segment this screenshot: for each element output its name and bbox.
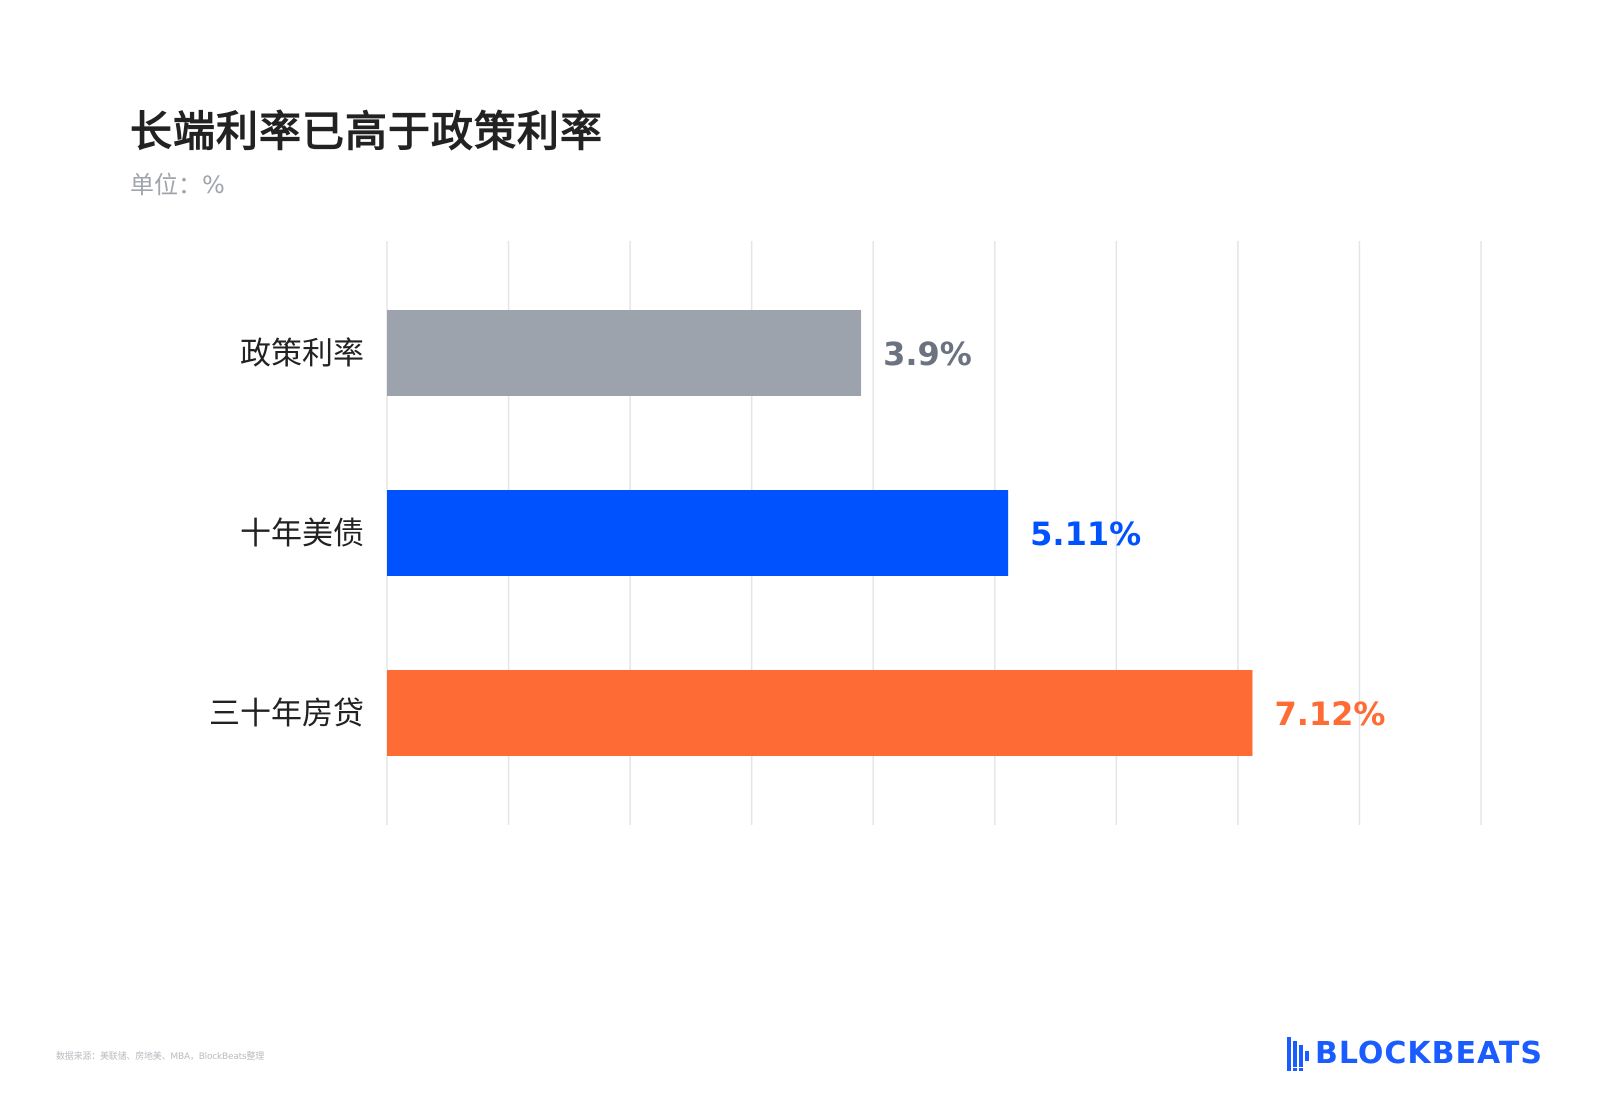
chart-subtitle: 单位：%	[130, 171, 225, 199]
blockbeats-logo: BLOCKBEATS	[1287, 1036, 1543, 1071]
blockbeats-logo-icon	[1287, 1036, 1309, 1071]
category-label: 三十年房贷	[209, 696, 364, 732]
chart-title: 长端利率已高于政策利率	[130, 107, 604, 156]
category-label: 十年美债	[240, 516, 364, 552]
value-labels: 3.9% 5.11% 7.12%	[883, 335, 1385, 733]
source-note: 数据来源：美联储、房地美、MBA，BlockBeats整理	[56, 1052, 265, 1062]
value-label: 3.9%	[883, 335, 972, 373]
blockbeats-logo-text: BLOCKBEATS	[1315, 1036, 1543, 1071]
value-label: 7.12%	[1274, 695, 1385, 733]
bar	[387, 670, 1253, 756]
category-label: 政策利率	[240, 336, 364, 372]
value-label: 5.11%	[1030, 515, 1141, 553]
bars	[387, 310, 1253, 756]
bar	[387, 490, 1009, 576]
bar	[387, 310, 862, 396]
